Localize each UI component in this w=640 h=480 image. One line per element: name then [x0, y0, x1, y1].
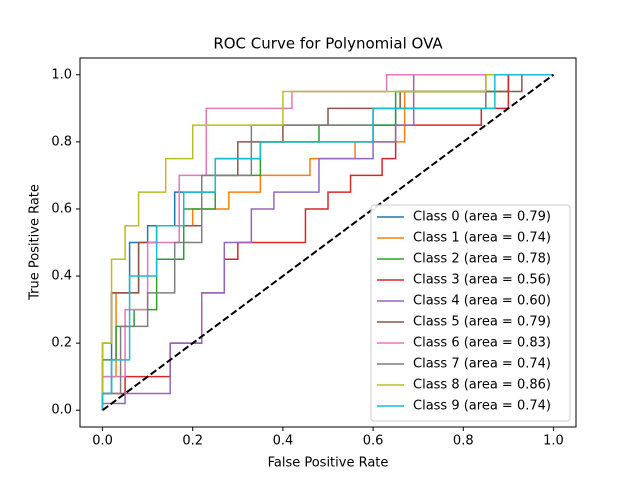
- reference-line: [101, 73, 555, 412]
- x-tick-label: 0.4: [273, 434, 294, 449]
- y-axis-label: True Positive Rate: [28, 184, 43, 301]
- x-tick-label: 0.2: [182, 434, 203, 449]
- chart-title: ROC Curve for Polynomial OVA: [213, 35, 443, 53]
- legend-label: Class 2 (area = 0.78): [413, 252, 551, 267]
- legend-label: Class 6 (area = 0.83): [413, 336, 551, 351]
- x-tick-label: 0.0: [92, 434, 113, 449]
- y-tick-label: 0.4: [51, 269, 72, 284]
- x-tick-label: 1.0: [543, 434, 564, 449]
- legend-box: [370, 204, 571, 422]
- y-tick-label: 0.8: [51, 134, 72, 149]
- legend-label: Class 3 (area = 0.56): [413, 273, 551, 288]
- legend-label: Class 4 (area = 0.60): [413, 294, 551, 309]
- roc-curve: [101, 74, 554, 411]
- x-tick-label: 0.6: [363, 434, 384, 449]
- x-tick-label: 0.8: [453, 434, 474, 449]
- roc-curve: [101, 74, 554, 411]
- plot-area: [101, 73, 555, 412]
- y-tick-label: 0.6: [51, 201, 72, 216]
- legend-label: Class 1 (area = 0.74): [413, 231, 551, 246]
- y-tick-label: 1.0: [51, 67, 72, 82]
- legend-label: Class 0 (area = 0.79): [413, 210, 551, 225]
- y-tick-label: 0.2: [51, 336, 72, 351]
- legend-label: Class 9 (area = 0.74): [413, 399, 551, 414]
- y-tick-label: 0.0: [51, 403, 72, 418]
- legend: Class 0 (area = 0.79) Class 1 (area = 0.7…: [370, 204, 571, 422]
- axes-frame: [79, 57, 577, 428]
- legend-label: Class 5 (area = 0.79): [413, 315, 551, 330]
- legend-label: Class 8 (area = 0.86): [413, 378, 551, 393]
- x-axis-label: False Positive Rate: [268, 456, 389, 471]
- roc-curve: [101, 74, 554, 411]
- legend-label: Class 7 (area = 0.74): [413, 357, 551, 372]
